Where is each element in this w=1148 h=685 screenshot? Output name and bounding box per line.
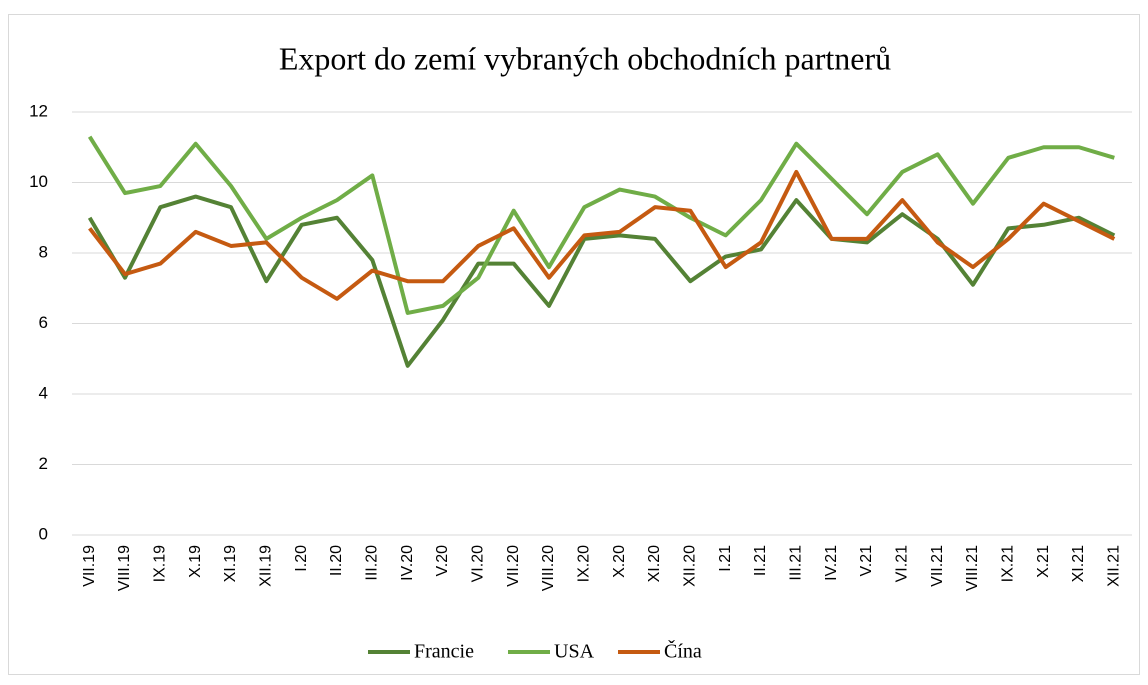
x-tick-label: XII.21 [1106,545,1123,587]
legend-label: Francie [414,641,474,663]
chart-border [8,14,1140,675]
x-tick-label: IV.21 [823,545,840,581]
x-tick-label: XII.20 [682,545,699,587]
x-tick-label: V.21 [858,545,875,577]
x-tick-label: X.21 [1035,545,1052,578]
x-tick-label: VII.20 [505,545,522,587]
x-tick-label: VII.19 [81,545,98,587]
x-tick-label: IX.20 [576,545,593,582]
y-tick-label: 10 [29,172,48,191]
x-tick-label: II.20 [328,545,345,576]
y-tick-label: 6 [39,313,48,332]
y-tick-label: 12 [29,101,48,120]
x-tick-label: I.21 [717,545,734,572]
x-tick-label: II.21 [752,545,769,576]
y-tick-label: 8 [39,242,48,261]
series-line [88,169,1116,301]
x-tick-label: XI.20 [646,545,663,582]
x-tick-label: XI.19 [222,545,239,582]
y-tick-label: 2 [39,454,48,473]
y-tick-label: 4 [39,383,48,402]
x-tick-label: III.20 [364,545,381,581]
x-tick-label: VIII.19 [116,545,133,591]
legend-label: Čína [664,639,702,663]
x-tick-label: VI.20 [470,545,487,582]
x-tick-label: IV.20 [399,545,416,581]
x-tick-label: VIII.21 [964,545,981,591]
legend-label: USA [554,641,595,663]
x-tick-label: V.20 [434,545,451,577]
x-tick-label: III.21 [788,545,805,581]
x-tick-label: IX.21 [1000,545,1017,582]
y-tick-label: 0 [39,524,48,543]
x-tick-label: VIII.20 [540,545,557,591]
x-tick-label: X.20 [611,545,628,578]
x-tick-label: I.20 [293,545,310,572]
x-tick-label: VII.21 [929,545,946,587]
x-tick-label: X.19 [187,545,204,578]
chart-title: Export do zemí vybraných obchodních part… [279,40,891,76]
x-tick-label: VI.21 [894,545,911,582]
x-tick-label: IX.19 [152,545,169,582]
x-tick-label: XI.21 [1070,545,1087,582]
series-line [87,135,1115,315]
x-tick-label: XII.19 [258,545,275,587]
